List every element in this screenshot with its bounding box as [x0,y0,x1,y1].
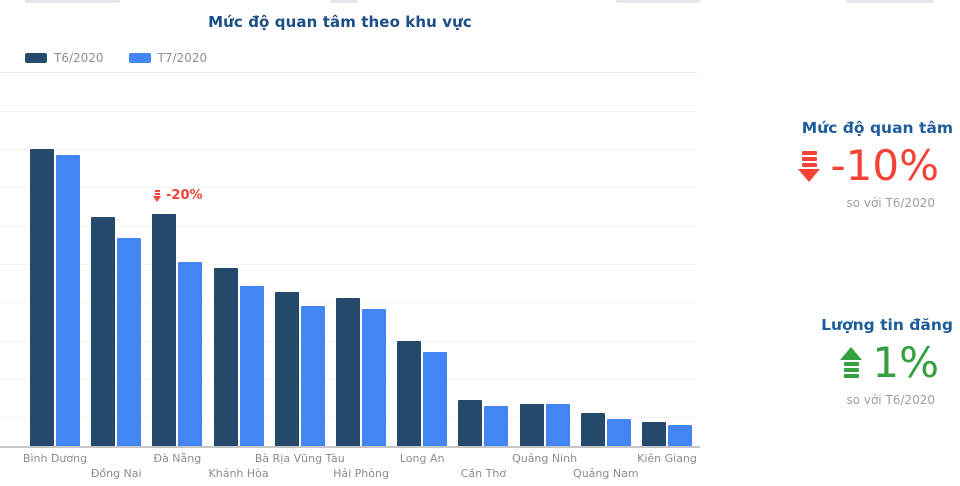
crop-artifact [330,0,358,3]
bar-T6/2020-Đà Nẵng[interactable] [152,214,177,446]
gridline [0,110,697,112]
bar-T6/2020-Quảng Nam[interactable] [580,413,605,446]
stat-heading-interest: Mức độ quan tâm [801,119,953,137]
x-axis-label-Kiên Giang: Kiên Giang [637,452,697,465]
bar-T6/2020-Long An[interactable] [397,340,422,446]
stat-value-interest: -10% [830,141,939,190]
legend-label-t6: T6/2020 [54,51,104,65]
x-axis-label-Quảng Nam: Quảng Nam [573,466,639,480]
gridline [0,187,697,189]
stat-value-row-listings: 1% [743,340,953,386]
x-axis-label-Khánh Hòa: Khánh Hòa [208,466,269,480]
legend-swatch-t6-icon [25,53,47,63]
down-arrow-icon [153,189,161,202]
bar-T7/2020-Kiên Giang[interactable] [668,425,692,446]
change-annotation: -20% [153,188,203,203]
bar-T6/2020-Bình Dương[interactable] [30,149,54,446]
stat-value-listings: 1% [872,338,939,387]
x-axis-label-Đồng Nai: Đồng Nai [90,466,142,480]
bar-T6/2020-Quảng Ninh[interactable] [519,404,544,446]
increase-arrow-icon [840,346,863,380]
gridline [0,149,697,150]
bar-T7/2020-Bình Dương[interactable] [56,154,80,446]
x-axis-label-Long An: Long An [399,452,445,465]
bar-T6/2020-Khánh Hòa[interactable] [213,267,238,446]
legend-divider [0,72,697,73]
bar-T6/2020-Đồng Nai[interactable] [91,217,116,446]
stat-block-interest: Mức độ quan tâm -10% so với T6/2020 [743,119,953,210]
x-axis-label-Đà Nẵng: Đà Nẵng [153,452,202,465]
stat-note-listings: so với T6/2020 [846,393,935,407]
decrease-arrow-icon [798,150,821,182]
crop-artifact [25,0,120,3]
stat-heading-listings: Lượng tin đăng [821,316,953,334]
crop-artifact [616,0,700,3]
bar-T7/2020-Long An[interactable] [423,352,448,446]
gridline [0,225,697,227]
stat-value-row-interest: -10% [743,143,953,189]
bar-T6/2020-Cần Thơ[interactable] [458,400,483,446]
stat-note-interest: so với T6/2020 [846,196,935,210]
stat-block-listings: Lượng tin đăng 1% so với T6/2020 [743,316,953,407]
gridline [0,264,697,265]
bar-T7/2020-Hải Phòng[interactable] [362,309,386,446]
bar-T7/2020-Đà Nẵng[interactable] [178,261,203,446]
bar-T7/2020-Khánh Hòa[interactable] [239,285,264,446]
x-axis-label-Quảng Ninh: Quảng Ninh [512,452,578,465]
bar-T7/2020-Quảng Ninh[interactable] [545,404,570,446]
x-axis-label-Bình Dương: Bình Dương [22,452,88,465]
bar-T7/2020-Đồng Nai[interactable] [117,238,142,446]
chart-legend: T6/2020 T7/2020 [25,51,207,65]
legend-label-t7: T7/2020 [157,51,208,65]
bar-T7/2020-Quảng Nam[interactable] [606,419,631,446]
bar-T6/2020-Bà Rịa Vũng Tàu[interactable] [274,291,299,446]
x-axis-label-Hải Phòng: Hải Phòng [333,466,389,480]
x-axis-line [0,446,700,448]
legend-item-t6-2020[interactable]: T6/2020 [25,51,104,65]
x-axis-label-Cần Thơ: Cần Thơ [460,466,507,480]
bar-T6/2020-Kiên Giang[interactable] [642,422,666,446]
x-axis-label-Bà Rịa Vũng Tàu: Bà Rịa Vũng Tàu [254,452,345,465]
bar-T6/2020-Hải Phòng[interactable] [336,297,360,446]
plot-area [0,72,697,446]
annotation-text: -20% [166,188,203,203]
legend-item-t7-2020[interactable]: T7/2020 [128,51,208,65]
interest-by-region-chart: Mức độ quan tâm theo khu vực T6/2020 T7/… [0,13,700,480]
bar-T7/2020-Cần Thơ[interactable] [484,405,509,446]
legend-swatch-t7-icon [128,53,151,63]
bar-T7/2020-Bà Rịa Vũng Tàu[interactable] [300,306,325,446]
chart-title: Mức độ quan tâm theo khu vực [208,13,472,31]
crop-artifact [846,0,934,3]
